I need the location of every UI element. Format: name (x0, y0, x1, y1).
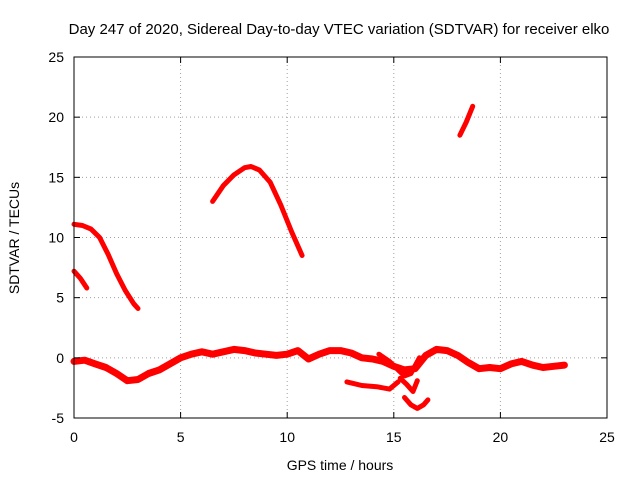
series-arc-8 (402, 395, 431, 411)
y-tick-label: -5 (52, 410, 65, 426)
series-arc-2 (71, 221, 141, 311)
y-tick-label: 5 (56, 290, 64, 306)
x-axis-label: GPS time / hours (287, 457, 394, 473)
series-arc-7 (397, 375, 420, 394)
series-baseline (70, 345, 568, 385)
x-tick-label: 5 (177, 429, 185, 445)
x-tick-label: 20 (493, 429, 509, 445)
x-tick-label: 0 (70, 429, 78, 445)
y-tick-label: 10 (48, 230, 64, 246)
data-series (70, 103, 568, 411)
x-tick-label: 15 (386, 429, 402, 445)
series-arc-3 (210, 164, 305, 258)
series-arc-4 (457, 103, 476, 138)
x-tick-label: 25 (599, 429, 615, 445)
series-arc-6 (376, 351, 422, 379)
y-tick-label: 0 (56, 350, 64, 366)
grid (74, 57, 607, 418)
y-axis-label: SDTVAR / TECUs (6, 182, 22, 294)
axis-ticks: 0 5 10 15 20 25 -5 0 5 10 15 20 25 (48, 49, 615, 445)
series-arc-1 (71, 268, 90, 291)
y-tick-label: 15 (48, 169, 64, 185)
x-tick-label: 10 (279, 429, 295, 445)
y-tick-label: 25 (48, 49, 64, 65)
y-tick-label: 20 (48, 109, 64, 125)
chart-title: Day 247 of 2020, Sidereal Day-to-day VTE… (69, 21, 610, 38)
series-arc-5 (344, 379, 401, 392)
